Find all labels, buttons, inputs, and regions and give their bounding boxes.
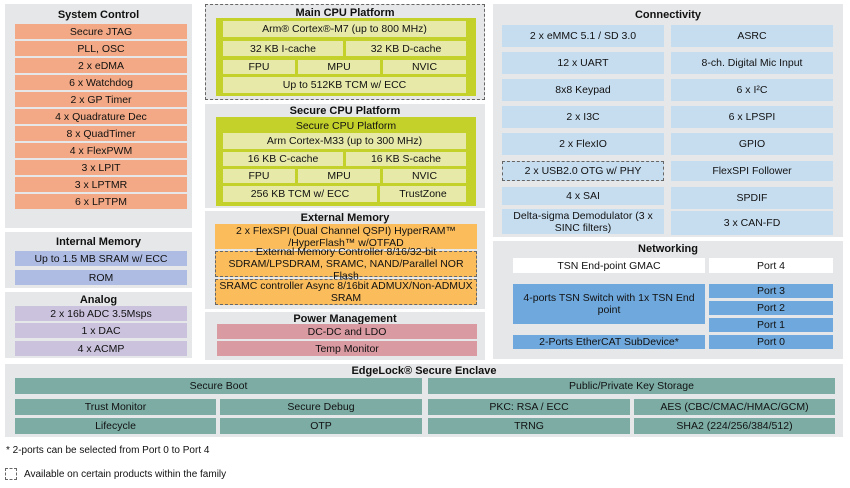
ccache: 16 KB C-cache bbox=[223, 152, 343, 166]
analog-title: Analog bbox=[79, 293, 118, 306]
tcm: 256 KB TCM w/ ECC bbox=[223, 186, 377, 202]
system-control-item: 2 x eDMA bbox=[15, 58, 187, 73]
analog-item: 2 x 16b ADC 3.5Msps bbox=[15, 306, 187, 321]
system-control-item: 3 x LPTMR bbox=[15, 177, 187, 192]
dashed-legend-swatch bbox=[5, 468, 17, 480]
connectivity-item: 2 x eMMC 5.1 / SD 3.0 bbox=[502, 25, 664, 47]
connectivity-item: 2 x FlexIO bbox=[502, 133, 664, 155]
external-memory-controller: External Memory Controller 8/16/32-bit S… bbox=[215, 246, 477, 282]
connectivity-item: 2 x USB2.0 OTG w/ PHY bbox=[502, 161, 664, 181]
lifecycle: Lifecycle bbox=[15, 418, 216, 434]
internal-memory-title: Internal Memory bbox=[56, 235, 141, 248]
nvic: NVIC bbox=[383, 60, 466, 74]
tcm: Up to 512KB TCM w/ ECC bbox=[223, 77, 466, 93]
connectivity-title: Connectivity bbox=[634, 8, 701, 21]
connectivity-item: 8x8 Keypad bbox=[502, 79, 664, 101]
trng: TRNG bbox=[428, 418, 630, 434]
flexspi: 2 x FlexSPI (Dual Channel QSPI) HyperRAM… bbox=[215, 224, 477, 249]
connectivity-item: 12 x UART bbox=[502, 52, 664, 74]
connectivity-item: Delta-sigma Demodulator (3 x SINC filter… bbox=[502, 209, 664, 234]
analog-item: 1 x DAC bbox=[15, 323, 187, 338]
system-control-item: 4 x Quadrature Dec bbox=[15, 109, 187, 124]
legend-text: Available on certain products within the… bbox=[24, 468, 227, 480]
fpu: FPU bbox=[223, 169, 295, 183]
port-4: Port 4 bbox=[709, 258, 833, 273]
connectivity-item: 2 x I3C bbox=[502, 106, 664, 128]
trust-monitor: Trust Monitor bbox=[15, 399, 216, 415]
sha2: SHA2 (224/256/384/512) bbox=[634, 418, 835, 434]
secure-boot: Secure Boot bbox=[15, 378, 422, 394]
secure-cpu-subtitle: Secure CPU Platform bbox=[295, 119, 397, 132]
aes: AES (CBC/CMAC/HMAC/GCM) bbox=[634, 399, 835, 415]
icache: 32 KB I-cache bbox=[223, 41, 343, 56]
mpu: MPU bbox=[298, 60, 380, 74]
port-1: Port 1 bbox=[709, 318, 833, 332]
cpu-core: Arm® Cortex®-M7 (up to 800 MHz) bbox=[223, 21, 466, 37]
system-control-item: PLL, OSC bbox=[15, 41, 187, 56]
internal-memory-item: Up to 1.5 MB SRAM w/ ECC bbox=[15, 251, 187, 266]
connectivity-item: ASRC bbox=[671, 25, 833, 47]
external-memory-title: External Memory bbox=[300, 211, 390, 224]
pkc: PKC: RSA / ECC bbox=[428, 399, 630, 415]
main-cpu-title: Main CPU Platform bbox=[295, 6, 395, 19]
key-storage: Public/Private Key Storage bbox=[428, 378, 835, 394]
system-control-item: 6 x Watchdog bbox=[15, 75, 187, 90]
connectivity-item: FlexSPI Follower bbox=[671, 161, 833, 181]
networking-title: Networking bbox=[638, 242, 698, 255]
connectivity-item: GPIO bbox=[671, 133, 833, 155]
port-3: Port 3 bbox=[709, 284, 833, 298]
dcache: 32 KB D-cache bbox=[346, 41, 466, 56]
system-control-title: System Control bbox=[57, 8, 140, 21]
nvic: NVIC bbox=[383, 169, 466, 183]
connectivity-item: 3 x CAN-FD bbox=[671, 211, 833, 235]
analog-item: 4 x ACMP bbox=[15, 341, 187, 356]
footnote: * 2-ports can be selected from Port 0 to… bbox=[6, 444, 210, 456]
sramc-controller: SRAMC controller Async 8/16bit ADMUX/Non… bbox=[215, 279, 477, 305]
system-control-item: 8 x QuadTimer bbox=[15, 126, 187, 141]
tsn-switch: 4-ports TSN Switch with 1x TSN End point bbox=[513, 284, 705, 324]
secure-debug: Secure Debug bbox=[220, 399, 422, 415]
secure-cpu-title: Secure CPU Platform bbox=[289, 104, 401, 117]
trustzone: TrustZone bbox=[380, 186, 466, 202]
power-title: Power Management bbox=[293, 312, 397, 325]
port-0: Port 0 bbox=[709, 335, 833, 349]
scache: 16 KB S-cache bbox=[346, 152, 466, 166]
power-item: DC-DC and LDO bbox=[217, 324, 477, 339]
connectivity-item: SPDIF bbox=[671, 187, 833, 209]
system-control-item: 2 x GP Timer bbox=[15, 92, 187, 107]
connectivity-item: 6 x I²C bbox=[671, 79, 833, 101]
cpu-core: Arm Cortex-M33 (up to 300 MHz) bbox=[223, 133, 466, 149]
otp: OTP bbox=[220, 418, 422, 434]
mpu: MPU bbox=[298, 169, 380, 183]
system-control-item: Secure JTAG bbox=[15, 24, 187, 39]
power-item: Temp Monitor bbox=[217, 341, 477, 356]
system-control-item: 6 x LPTPM bbox=[15, 194, 187, 209]
port-2: Port 2 bbox=[709, 301, 833, 315]
ethercat-subdevice: 2-Ports EtherCAT SubDevice* bbox=[513, 335, 705, 349]
connectivity-item: 8-ch. Digital Mic Input bbox=[671, 52, 833, 74]
fpu: FPU bbox=[223, 60, 295, 74]
system-control-item: 3 x LPIT bbox=[15, 160, 187, 175]
connectivity-item: 6 x LPSPI bbox=[671, 106, 833, 128]
connectivity-item: 4 x SAI bbox=[502, 187, 664, 205]
internal-memory-item: ROM bbox=[15, 270, 187, 285]
system-control-item: 4 x FlexPWM bbox=[15, 143, 187, 158]
tsn-gmac: TSN End-point GMAC bbox=[513, 258, 705, 273]
edgelock-title: EdgeLock® Secure Enclave bbox=[351, 364, 497, 377]
